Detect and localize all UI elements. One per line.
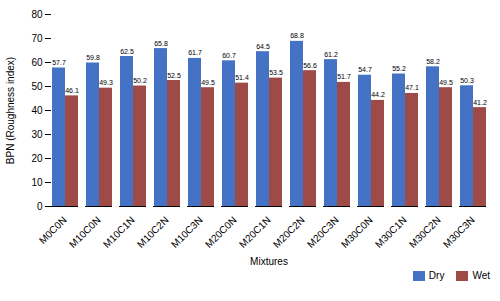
svg-text:M10C3N: M10C3N (169, 214, 205, 250)
html-text:Dry: Dry (428, 270, 445, 281)
svg-text:M20C2N: M20C2N (271, 214, 307, 250)
html-text:Wet: Wet (472, 270, 490, 281)
svg-text:52.5: 52.5 (167, 72, 181, 79)
svg-text:62.5: 62.5 (120, 48, 134, 55)
svg-text:57.7: 57.7 (52, 59, 66, 66)
svg-text:61.7: 61.7 (188, 49, 202, 56)
svg-text:Mixtures: Mixtures (250, 256, 288, 267)
svg-text:20: 20 (31, 153, 43, 164)
svg-text:BPN (Roughness index): BPN (Roughness index) (5, 57, 16, 164)
svg-text:M30C0N: M30C0N (339, 214, 375, 250)
svg-text:51.4: 51.4 (235, 74, 249, 81)
svg-text:54.7: 54.7 (358, 66, 372, 73)
svg-text:30: 30 (31, 129, 43, 140)
svg-text:44.2: 44.2 (371, 91, 385, 98)
svg-text:65.8: 65.8 (154, 40, 168, 47)
svg-text:47.1: 47.1 (405, 84, 419, 91)
svg-text:40: 40 (31, 105, 43, 116)
svg-text:60.7: 60.7 (222, 52, 236, 59)
svg-text:M0C0N: M0C0N (37, 214, 69, 246)
svg-text:59.8: 59.8 (86, 54, 100, 61)
svg-text:49.5: 49.5 (439, 79, 453, 86)
svg-text:55.2: 55.2 (392, 65, 406, 72)
svg-text:64.5: 64.5 (256, 43, 270, 50)
svg-text:M30C1N: M30C1N (373, 214, 409, 250)
svg-text:46.1: 46.1 (65, 87, 79, 94)
svg-text:51.7: 51.7 (337, 73, 351, 80)
svg-text:41.2: 41.2 (473, 99, 487, 106)
svg-text:M20C3N: M20C3N (305, 214, 341, 250)
svg-text:M20C1N: M20C1N (237, 214, 273, 250)
svg-text:50.3: 50.3 (460, 77, 474, 84)
svg-text:M10C2N: M10C2N (135, 214, 171, 250)
svg-text:61.2: 61.2 (324, 51, 338, 58)
svg-text:M10C1N: M10C1N (101, 214, 137, 250)
svg-text:50.2: 50.2 (133, 77, 147, 84)
svg-text:49.3: 49.3 (99, 79, 113, 86)
svg-text:0: 0 (37, 201, 43, 212)
svg-text:58.2: 58.2 (426, 58, 440, 65)
svg-text:M30C3N: M30C3N (441, 214, 477, 250)
svg-text:80: 80 (31, 9, 43, 20)
svg-text:70: 70 (31, 33, 43, 44)
svg-text:M10C0N: M10C0N (67, 214, 103, 250)
svg-text:10: 10 (31, 177, 43, 188)
svg-text:M20C0N: M20C0N (203, 214, 239, 250)
svg-text:49.5: 49.5 (201, 79, 215, 86)
svg-text:60: 60 (31, 57, 43, 68)
svg-text:50: 50 (31, 81, 43, 92)
svg-text:56.6: 56.6 (303, 62, 317, 69)
svg-text:53.5: 53.5 (269, 69, 283, 76)
svg-text:68.8: 68.8 (290, 32, 304, 39)
svg-text:M30C2N: M30C2N (407, 214, 443, 250)
